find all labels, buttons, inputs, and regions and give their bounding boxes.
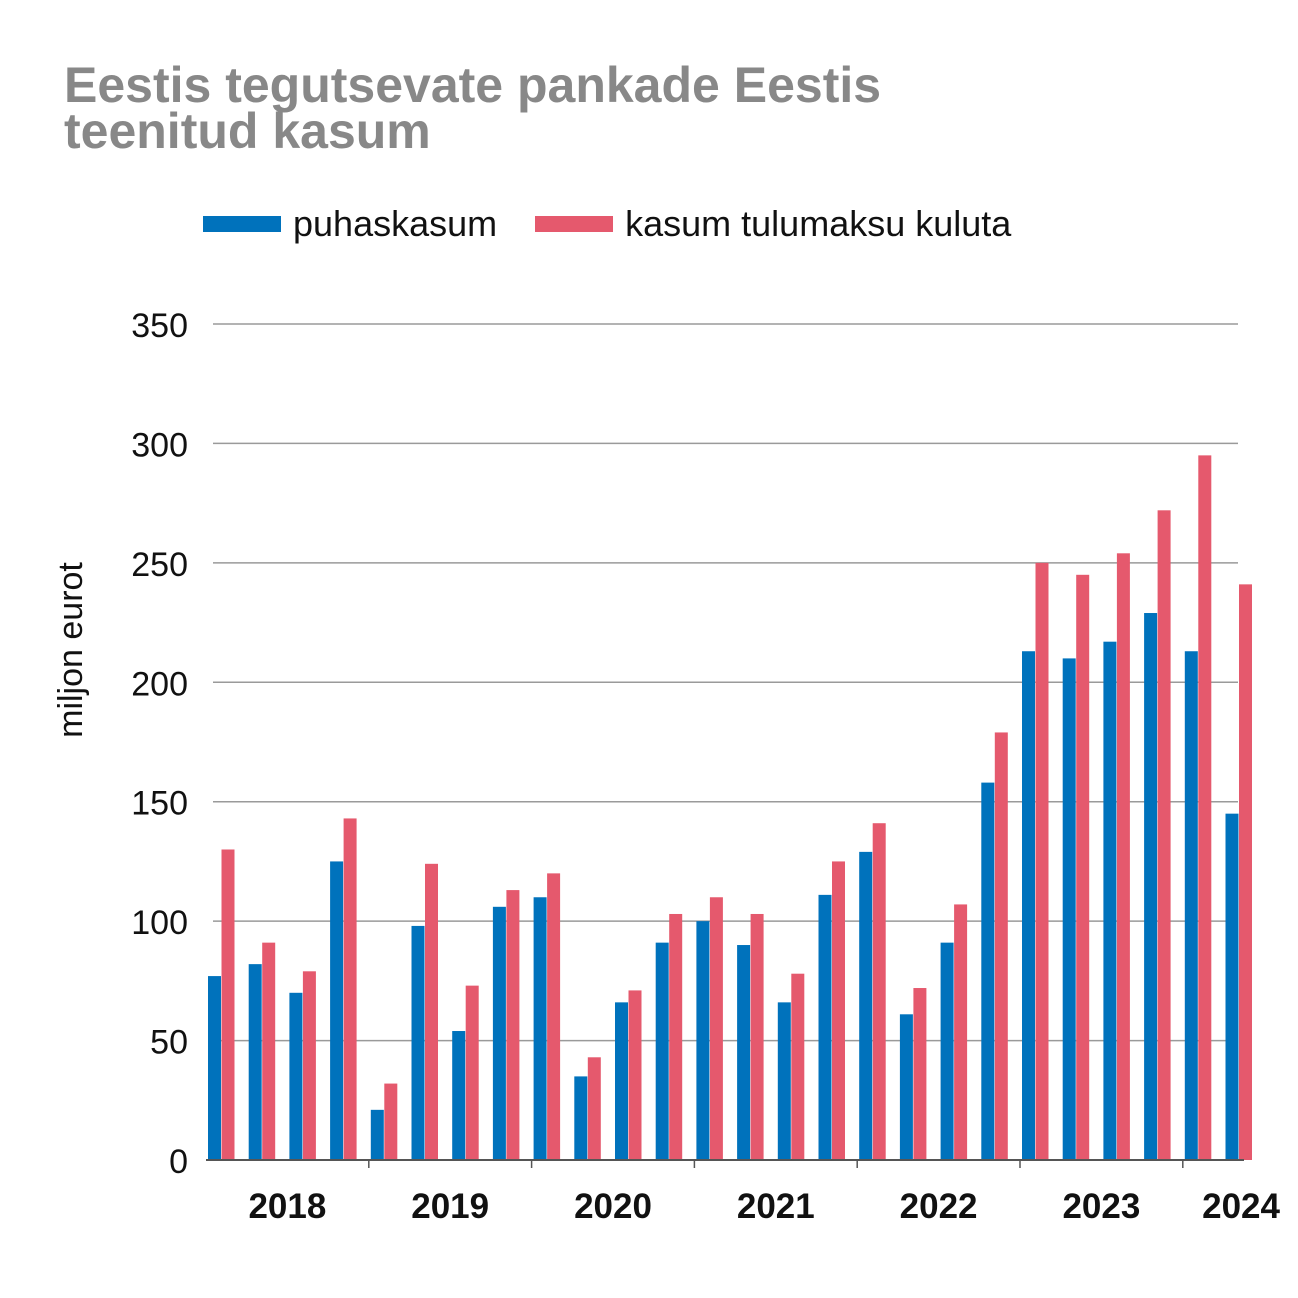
- bar-kasum-tulumaksu-kuluta-2: [262, 942, 276, 1160]
- bar-puhaskasum-12: [655, 942, 669, 1160]
- y-tick-label-0: 0: [169, 1143, 188, 1181]
- chart-legend: puhaskasum kasum tulumaksu kuluta: [203, 202, 1049, 246]
- bar-puhaskasum-23: [1103, 641, 1117, 1160]
- bar-puhaskasum-9: [533, 897, 547, 1160]
- bar-kasum-tulumaksu-kuluta-19: [954, 904, 968, 1160]
- bar-kasum-tulumaksu-kuluta-7: [465, 985, 479, 1160]
- legend-swatch-puhaskasum: [203, 216, 281, 232]
- bar-kasum-tulumaksu-kuluta-23: [1116, 553, 1130, 1160]
- bar-puhaskasum-25: [1184, 651, 1198, 1160]
- y-tick-label-150: 150: [131, 785, 188, 823]
- x-tick-label-2020: 2020: [574, 1187, 652, 1226]
- bar-puhaskasum-1: [208, 976, 221, 1160]
- bar-kasum-tulumaksu-kuluta-9: [547, 873, 561, 1160]
- bar-kasum-tulumaksu-kuluta-25: [1198, 455, 1212, 1160]
- chart-title-line-1: Eestis tegutsevate pankade Eestis: [64, 57, 882, 113]
- y-tick-label-350: 350: [131, 307, 188, 345]
- chart-title-line-2: teenitud kasum: [64, 103, 431, 159]
- bar-puhaskasum-26: [1225, 813, 1239, 1160]
- bar-kasum-tulumaksu-kuluta-8: [506, 890, 520, 1160]
- bar-puhaskasum-13: [696, 921, 710, 1160]
- bar-puhaskasum-11: [615, 1002, 628, 1160]
- legend-item-puhaskasum: puhaskasum: [203, 203, 497, 245]
- legend-label-puhaskasum: puhaskasum: [293, 203, 498, 244]
- bar-puhaskasum-16: [818, 894, 832, 1160]
- bar-kasum-tulumaksu-kuluta-18: [913, 988, 927, 1160]
- x-tick-label-2023: 2023: [1062, 1187, 1140, 1226]
- bar-kasum-tulumaksu-kuluta-11: [628, 990, 642, 1160]
- y-tick-label-100: 100: [131, 904, 188, 942]
- bar-kasum-tulumaksu-kuluta-21: [1035, 562, 1049, 1160]
- chart-title: Eestis tegutsevate pankade Eestis teenit…: [64, 57, 1164, 159]
- bar-kasum-tulumaksu-kuluta-24: [1157, 510, 1171, 1160]
- legend-label-kasum-tulumaksu-kuluta: kasum tulumaksu kuluta: [625, 203, 1012, 244]
- bar-kasum-tulumaksu-kuluta-13: [709, 897, 723, 1160]
- bar-puhaskasum-15: [777, 1002, 791, 1160]
- bar-puhaskasum-21: [1022, 651, 1035, 1160]
- bar-kasum-tulumaksu-kuluta-20: [994, 732, 1008, 1160]
- bar-puhaskasum-14: [737, 945, 751, 1160]
- bar-kasum-tulumaksu-kuluta-15: [791, 973, 805, 1160]
- bar-puhaskasum-17: [859, 851, 873, 1160]
- bar-kasum-tulumaksu-kuluta-5: [384, 1083, 398, 1160]
- bar-kasum-tulumaksu-kuluta-6: [425, 863, 438, 1160]
- bar-kasum-tulumaksu-kuluta-17: [872, 823, 886, 1160]
- y-tick-label-50: 50: [150, 1024, 188, 1062]
- x-tick-label-2018: 2018: [248, 1187, 326, 1226]
- bar-puhaskasum-7: [452, 1031, 466, 1160]
- x-tick-label-2019: 2019: [411, 1187, 489, 1226]
- bar-kasum-tulumaksu-kuluta-16: [832, 861, 845, 1160]
- y-tick-label-200: 200: [131, 665, 188, 703]
- bar-puhaskasum-5: [370, 1109, 384, 1160]
- y-tick-label-250: 250: [131, 546, 188, 584]
- bar-puhaskasum-20: [981, 782, 995, 1160]
- x-tick-label-2021: 2021: [737, 1187, 815, 1226]
- bar-puhaskasum-22: [1062, 658, 1076, 1160]
- y-axis-ticks: 0 50 100 150 200 250 300 350: [131, 307, 188, 1181]
- bar-puhaskasum-3: [289, 992, 303, 1160]
- bar-puhaskasum-24: [1144, 613, 1158, 1160]
- x-tick-label-2022: 2022: [900, 1187, 978, 1226]
- x-axis: 2018 2019 2020 2021 2022 2023 2024: [206, 1159, 1281, 1226]
- bar-kasum-tulumaksu-kuluta-3: [302, 971, 316, 1160]
- y-axis-label: miljon eurot: [52, 562, 90, 738]
- bar-kasum-tulumaksu-kuluta-1: [221, 849, 235, 1160]
- bar-puhaskasum-18: [899, 1014, 913, 1160]
- bar-kasum-tulumaksu-kuluta-22: [1076, 574, 1090, 1160]
- bar-kasum-tulumaksu-kuluta-4: [343, 818, 357, 1160]
- y-tick-label-300: 300: [131, 426, 188, 464]
- bar-puhaskasum-6: [411, 925, 425, 1160]
- bar-puhaskasum-8: [492, 906, 506, 1160]
- bar-puhaskasum-10: [574, 1076, 588, 1160]
- legend-item-kasum-tulumaksu-kuluta: kasum tulumaksu kuluta: [535, 203, 1011, 245]
- bar-puhaskasum-4: [330, 861, 344, 1160]
- bar-puhaskasum-2: [248, 964, 262, 1160]
- bars: [208, 455, 1252, 1160]
- x-tick-label-2024: 2024: [1202, 1187, 1280, 1226]
- bar-kasum-tulumaksu-kuluta-12: [669, 913, 683, 1160]
- bar-kasum-tulumaksu-kuluta-10: [587, 1057, 601, 1160]
- bar-puhaskasum-19: [940, 942, 954, 1160]
- legend-swatch-kasum-tulumaksu-kuluta: [535, 216, 614, 232]
- bar-kasum-tulumaksu-kuluta-14: [750, 913, 764, 1160]
- bar-kasum-tulumaksu-kuluta-26: [1239, 584, 1252, 1160]
